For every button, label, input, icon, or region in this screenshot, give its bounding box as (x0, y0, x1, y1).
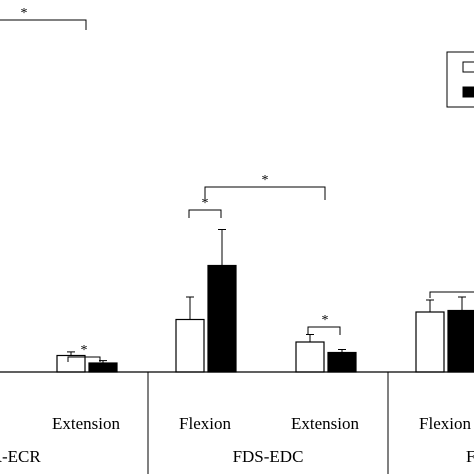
significance-star: * (21, 6, 28, 21)
group-label: CR-ECR (0, 447, 41, 466)
x-tick-label: Extension (52, 414, 120, 433)
bars-layer (56, 264, 474, 373)
legend-swatch (462, 86, 474, 98)
significance-star: * (81, 343, 88, 358)
bar (207, 264, 237, 373)
error-bars-layer (67, 229, 466, 363)
significance-star: * (262, 173, 269, 188)
legend-swatch (462, 61, 474, 73)
bar (327, 351, 357, 373)
x-axis: Extension Flexion Extension Flexion CR-ECR FD… (0, 371, 474, 474)
significance-star: * (202, 196, 209, 211)
x-tick-label: Extension (291, 414, 359, 433)
bar (295, 341, 325, 373)
x-tick-label: Flexion (419, 414, 471, 433)
group-label: FDS-EDC (233, 447, 304, 466)
significance-layer: * * * * * (0, 6, 474, 362)
significance-bracket (188, 209, 222, 218)
x-tick-label: Flexion (179, 414, 231, 433)
bar (88, 362, 118, 373)
significance-bracket (204, 186, 326, 200)
significance-bracket (307, 326, 341, 335)
bar (175, 318, 205, 373)
bar (415, 311, 445, 373)
bar (447, 309, 474, 373)
significance-bracket (429, 291, 474, 298)
significance-bracket (67, 356, 101, 362)
significance-bracket (0, 19, 87, 30)
group-label: F (466, 447, 474, 466)
legend-box (446, 51, 474, 108)
significance-star: * (322, 313, 329, 328)
legend (446, 51, 474, 108)
